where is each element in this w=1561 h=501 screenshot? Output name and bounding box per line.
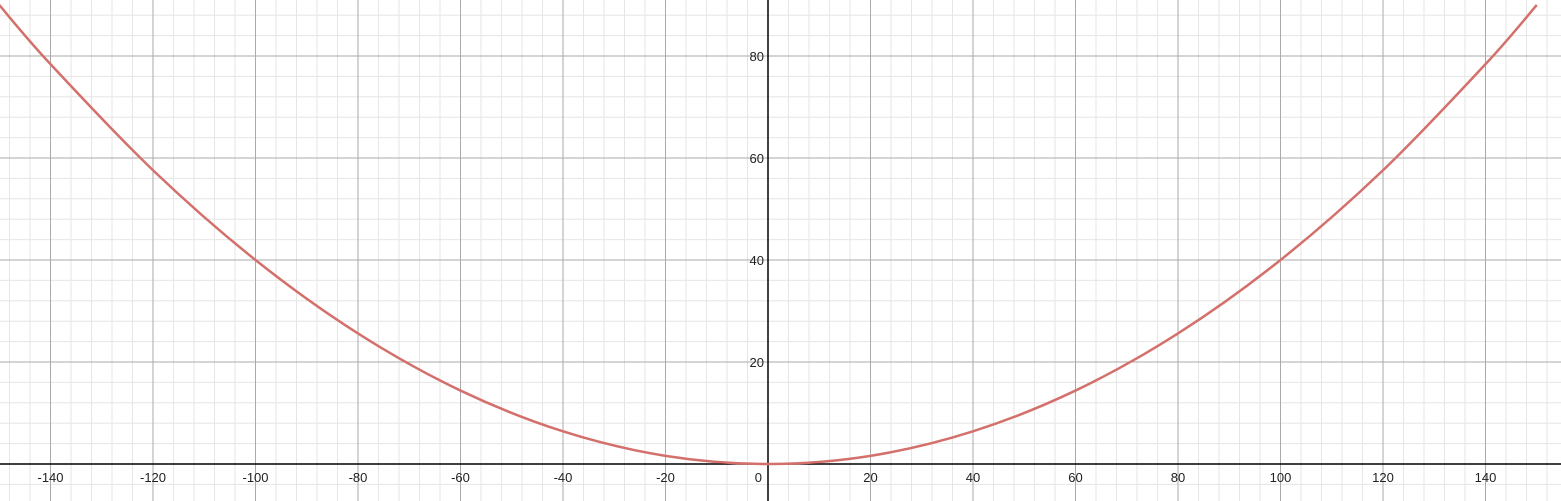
x-tick-label: -140 [37, 470, 63, 485]
series-curve-0 [0, 4, 1538, 466]
x-tick-label: 80 [1171, 470, 1185, 485]
series-layer [0, 4, 1538, 466]
y-tick-label: 60 [750, 151, 764, 166]
x-tick-label: 100 [1270, 470, 1292, 485]
x-tick-label: 140 [1475, 470, 1497, 485]
y-tick-labels: 20 40 60 80 [750, 49, 764, 370]
x-tick-label: -20 [656, 470, 675, 485]
y-tick-label: 20 [750, 355, 764, 370]
x-tick-label: -120 [140, 470, 166, 485]
x-tick-label: -60 [451, 470, 470, 485]
x-tick-label: 20 [863, 470, 877, 485]
x-tick-label: 0 [755, 470, 762, 485]
x-tick-label: -40 [554, 470, 573, 485]
x-tick-label: 40 [966, 470, 980, 485]
y-tick-label: 40 [750, 253, 764, 268]
x-tick-label: -100 [242, 470, 268, 485]
y-tick-label: 80 [750, 49, 764, 64]
x-tick-label: 120 [1372, 470, 1394, 485]
x-tick-label: -80 [349, 470, 368, 485]
x-tick-label: 60 [1068, 470, 1082, 485]
x-tick-labels: -140 -120 -100 -80 -60 -40 -20 0 20 40 60 80 100 120 1… [37, 470, 1496, 485]
